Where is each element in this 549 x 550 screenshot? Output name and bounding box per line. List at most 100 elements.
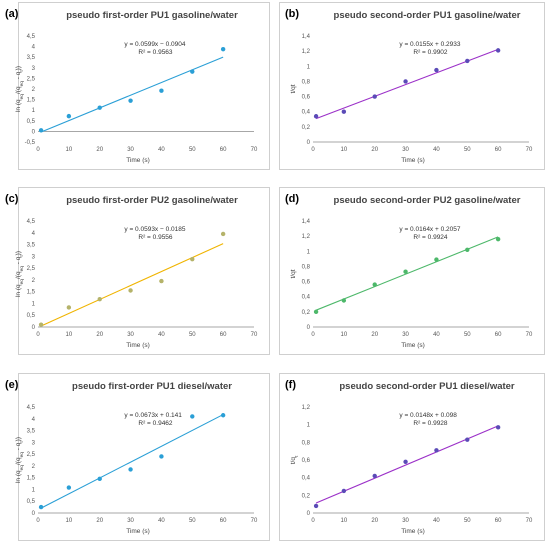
chart-svg-a: (a) pseudo first-order PU1 gasoline/water…	[5, 2, 270, 170]
r-squared-label: R² = 0.9462	[138, 420, 173, 427]
x-tick-label: 30	[127, 518, 134, 524]
y-tick-label: 1,4	[302, 219, 311, 225]
x-tick-label: 50	[189, 518, 196, 524]
data-point	[220, 46, 226, 52]
chart-panel-a: (a) pseudo first-order PU1 gasoline/water…	[4, 2, 270, 170]
chart-frame	[18, 373, 270, 541]
x-tick-label: 70	[526, 332, 533, 338]
x-tick-label: 20	[371, 147, 378, 153]
trendline-equation: y = 0.0155x + 0.2933	[399, 41, 460, 48]
y-tick-label: 1	[32, 108, 36, 114]
y-tick-label: 0,6	[302, 95, 311, 101]
data-point	[495, 425, 501, 430]
data-point	[190, 256, 195, 262]
x-axis-label: Time (s)	[401, 342, 425, 349]
y-axis-label: t/qt	[290, 455, 300, 464]
x-tick-label: 40	[433, 332, 440, 338]
chart-panel-f: (f) pseudo second-order PU1 diesel/water 0…	[279, 373, 545, 541]
panel-label: (e)	[5, 379, 19, 391]
data-point	[313, 309, 319, 315]
chart-frame	[18, 2, 270, 170]
y-axis-label: t/qt	[290, 269, 297, 278]
data-point	[38, 128, 44, 133]
y-tick-label: 0	[32, 129, 36, 135]
chart-title: pseudo second-order PU1 gasoline/water	[334, 10, 521, 21]
chart-title: pseudo first-order PU2 gasoline/water	[66, 195, 238, 206]
y-axis-label: ln (qeq/(qeq - qt))	[15, 437, 25, 483]
x-tick-label: 20	[371, 332, 378, 338]
x-tick-label: 0	[311, 332, 315, 338]
data-point	[97, 105, 102, 110]
x-tick-label: 70	[251, 518, 258, 524]
data-point	[220, 413, 226, 418]
data-point	[190, 69, 195, 74]
data-point	[495, 236, 501, 242]
r-squared-label: R² = 0.9563	[138, 49, 173, 56]
y-axis-label: ln (qeq/(qeq - qt))	[15, 251, 25, 297]
x-tick-label: 40	[158, 147, 165, 153]
x-tick-label: 30	[127, 147, 134, 153]
y-tick-label: 1	[32, 301, 36, 307]
y-tick-label: 1,5	[27, 476, 36, 482]
x-tick-label: 20	[96, 518, 103, 524]
y-tick-label: 3,5	[27, 243, 36, 249]
y-tick-label: 2	[32, 278, 36, 284]
data-point	[313, 114, 319, 119]
data-point	[403, 459, 408, 464]
x-tick-label: 30	[402, 332, 409, 338]
panel-label: (a)	[5, 8, 19, 20]
x-tick-label: 0	[36, 147, 40, 153]
x-tick-label: 10	[66, 518, 73, 524]
data-point	[465, 247, 470, 252]
x-tick-label: 70	[251, 147, 258, 153]
y-tick-label: 1,5	[27, 290, 36, 296]
x-axis-label: Time (s)	[126, 342, 150, 349]
data-point	[372, 94, 377, 99]
y-tick-label: 4,5	[27, 219, 36, 225]
chart-frame	[18, 187, 270, 355]
data-point	[495, 48, 501, 53]
x-tick-label: 40	[158, 518, 165, 524]
y-axis-label: ln (qeq/(qeq - qt))	[15, 66, 25, 112]
y-tick-label: 1	[307, 423, 311, 429]
chart-panel-e: (e) pseudo first-order PU1 diesel/water 0 0…	[4, 373, 270, 541]
y-tick-label: 0,8	[302, 79, 311, 85]
x-tick-label: 60	[220, 518, 227, 524]
x-axis-label: Time (s)	[126, 528, 150, 535]
data-point	[403, 79, 408, 84]
x-tick-label: 20	[96, 332, 103, 338]
y-tick-label: 2	[32, 464, 36, 470]
data-point	[128, 288, 133, 293]
chart-panel-c: (c) pseudo first-order PU2 gasoline/water…	[4, 187, 270, 355]
data-point	[341, 109, 347, 114]
x-tick-label: 50	[464, 147, 471, 153]
y-tick-label: 1,4	[302, 34, 311, 40]
y-tick-label: -0,5	[25, 140, 36, 146]
y-tick-label: 4	[32, 417, 36, 423]
chart-title: pseudo second-order PU1 diesel/water	[339, 381, 515, 392]
data-point	[66, 305, 72, 310]
trendline-equation: y = 0.0164x + 0.2057	[399, 226, 460, 233]
x-tick-label: 10	[341, 332, 348, 338]
panel-label: (f)	[285, 379, 296, 391]
x-tick-label: 40	[433, 518, 440, 524]
x-tick-label: 10	[341, 518, 348, 524]
chart-frame	[279, 373, 545, 541]
x-axis-label: Time (s)	[126, 157, 150, 164]
x-tick-label: 70	[526, 518, 533, 524]
data-point	[341, 298, 347, 303]
y-tick-label: 4	[32, 45, 36, 51]
y-tick-label: 0,4	[302, 110, 311, 116]
y-axis-label: t/qt	[290, 84, 297, 93]
x-tick-label: 30	[402, 147, 409, 153]
data-point	[465, 58, 470, 64]
data-point	[159, 88, 164, 93]
chart-svg-d: (d) pseudo second-order PU2 gasoline/wate…	[279, 187, 545, 355]
x-tick-label: 50	[464, 332, 471, 338]
data-point	[66, 113, 72, 119]
data-point	[190, 414, 195, 419]
y-tick-label: 2,5	[27, 266, 36, 272]
y-tick-label: 0,6	[302, 280, 311, 286]
data-point	[313, 503, 319, 509]
data-point	[434, 448, 439, 453]
